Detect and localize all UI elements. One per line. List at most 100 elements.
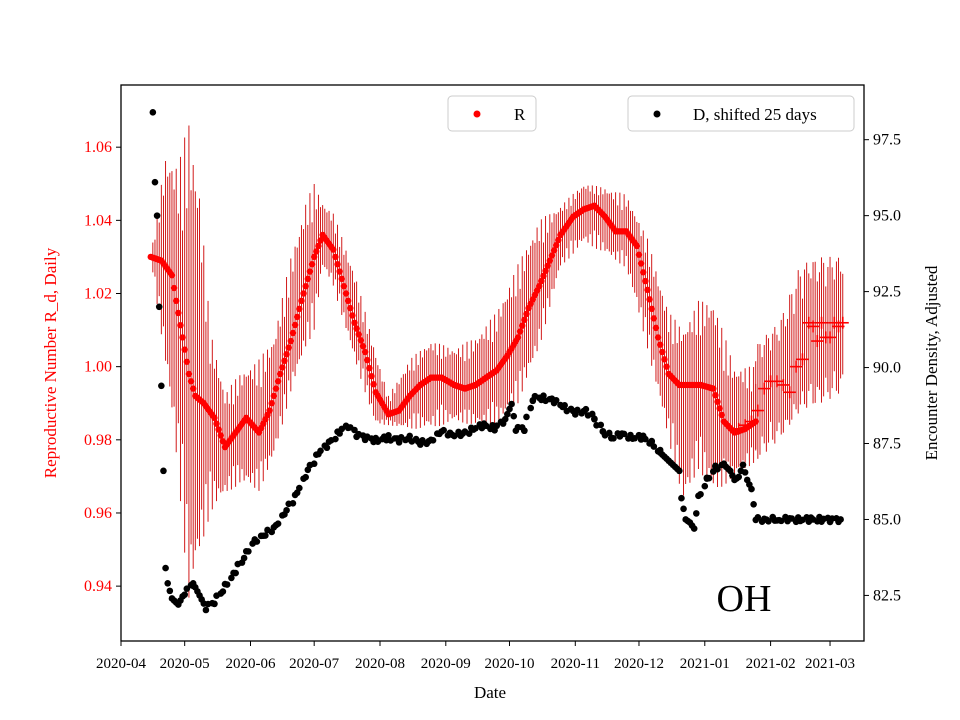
d-point xyxy=(283,506,290,514)
legend-d-label: D, shifted 25 days xyxy=(693,105,817,124)
x-tick-label: 2020-09 xyxy=(421,656,471,672)
d-point xyxy=(162,564,169,572)
r-point xyxy=(332,253,339,261)
d-point xyxy=(385,431,392,439)
d-series-points xyxy=(149,109,844,614)
r-point xyxy=(714,398,721,405)
r-point xyxy=(277,370,284,378)
r-point xyxy=(351,319,358,326)
r-point xyxy=(315,242,322,250)
r-point xyxy=(334,261,341,268)
r-point xyxy=(170,284,178,292)
r-point xyxy=(189,385,197,392)
d-point xyxy=(310,460,318,468)
r-point xyxy=(310,253,318,261)
d-point xyxy=(153,212,161,219)
legend-r-label: R xyxy=(514,105,526,124)
plot-frame xyxy=(120,84,865,642)
d-point xyxy=(151,178,159,186)
d-point xyxy=(697,490,704,498)
legend-r-box xyxy=(447,95,537,132)
left-y-axis: 0.94 0.96 0.98 1.00 1.02 1.04 1.06 xyxy=(84,139,121,595)
r-point xyxy=(355,331,362,338)
r-point xyxy=(357,337,365,344)
x-axis: 2020-04 2020-05 2020-06 2020-07 2020-08 2020-… xyxy=(96,641,855,672)
d-point xyxy=(561,402,568,409)
d-point xyxy=(160,467,167,475)
d-point xyxy=(777,517,785,525)
r-point xyxy=(291,321,299,329)
r-point xyxy=(213,420,220,427)
d-point xyxy=(202,606,210,614)
r-point xyxy=(187,378,195,385)
r-point xyxy=(716,405,723,412)
d-point xyxy=(332,435,339,443)
d-point xyxy=(701,482,709,490)
d-point xyxy=(714,465,721,473)
r-point xyxy=(211,414,218,422)
d-point xyxy=(228,574,235,582)
r-point xyxy=(274,378,282,385)
left-y-tick-label: 1.06 xyxy=(84,139,112,156)
r-point xyxy=(544,262,551,269)
r-point xyxy=(536,282,543,290)
r-point xyxy=(652,324,660,332)
d-point xyxy=(155,303,163,311)
r-point xyxy=(330,246,337,253)
d-point xyxy=(302,473,309,481)
r-point xyxy=(353,325,360,332)
d-point xyxy=(591,415,598,423)
r-point xyxy=(635,251,643,258)
r-point xyxy=(555,236,562,244)
r-point xyxy=(279,364,286,371)
r-point xyxy=(548,252,556,259)
d-point xyxy=(181,591,188,598)
r-point xyxy=(215,426,222,433)
d-point xyxy=(521,427,528,435)
r-point xyxy=(289,329,297,337)
r-point xyxy=(650,315,658,322)
left-y-tick-label: 1.00 xyxy=(84,359,112,376)
r-point xyxy=(183,358,191,365)
d-point xyxy=(741,469,749,476)
d-point xyxy=(680,505,687,513)
x-tick-label: 2020-04 xyxy=(96,656,146,672)
d-point xyxy=(472,425,479,432)
x-tick-label: 2020-10 xyxy=(484,656,534,672)
r-point xyxy=(361,348,369,356)
r-point xyxy=(552,242,560,249)
d-point xyxy=(274,520,282,528)
d-point xyxy=(493,422,501,430)
d-point xyxy=(748,485,755,493)
right-y-tick-label: 95.0 xyxy=(873,208,901,225)
r-point xyxy=(266,407,273,414)
d-point xyxy=(678,494,685,502)
d-point xyxy=(164,579,172,587)
r-point xyxy=(344,297,352,305)
r-point xyxy=(521,316,528,324)
r-point xyxy=(718,411,725,419)
d-point xyxy=(610,435,617,442)
d-point xyxy=(750,500,757,508)
legend-d-marker xyxy=(653,110,661,118)
d-point xyxy=(552,396,560,404)
r-point xyxy=(281,357,288,365)
d-point xyxy=(523,413,530,421)
r-point xyxy=(342,290,350,297)
d-point xyxy=(211,600,218,608)
d-point xyxy=(158,382,165,390)
d-point xyxy=(440,426,447,434)
x-tick-label: 2021-02 xyxy=(746,656,796,672)
x-tick-label: 2020-06 xyxy=(225,656,275,672)
r-point xyxy=(710,385,717,392)
right-y-tick-label: 85.0 xyxy=(873,511,901,528)
r-point xyxy=(642,277,649,285)
x-tick-label: 2020-11 xyxy=(551,656,600,672)
left-y-axis-label: Reproductive Number R_d, Daily xyxy=(41,247,60,478)
r-point xyxy=(637,260,645,267)
d-point xyxy=(692,510,700,517)
left-y-tick-label: 0.98 xyxy=(84,432,112,449)
d-point xyxy=(765,518,772,525)
r-point xyxy=(172,297,180,305)
